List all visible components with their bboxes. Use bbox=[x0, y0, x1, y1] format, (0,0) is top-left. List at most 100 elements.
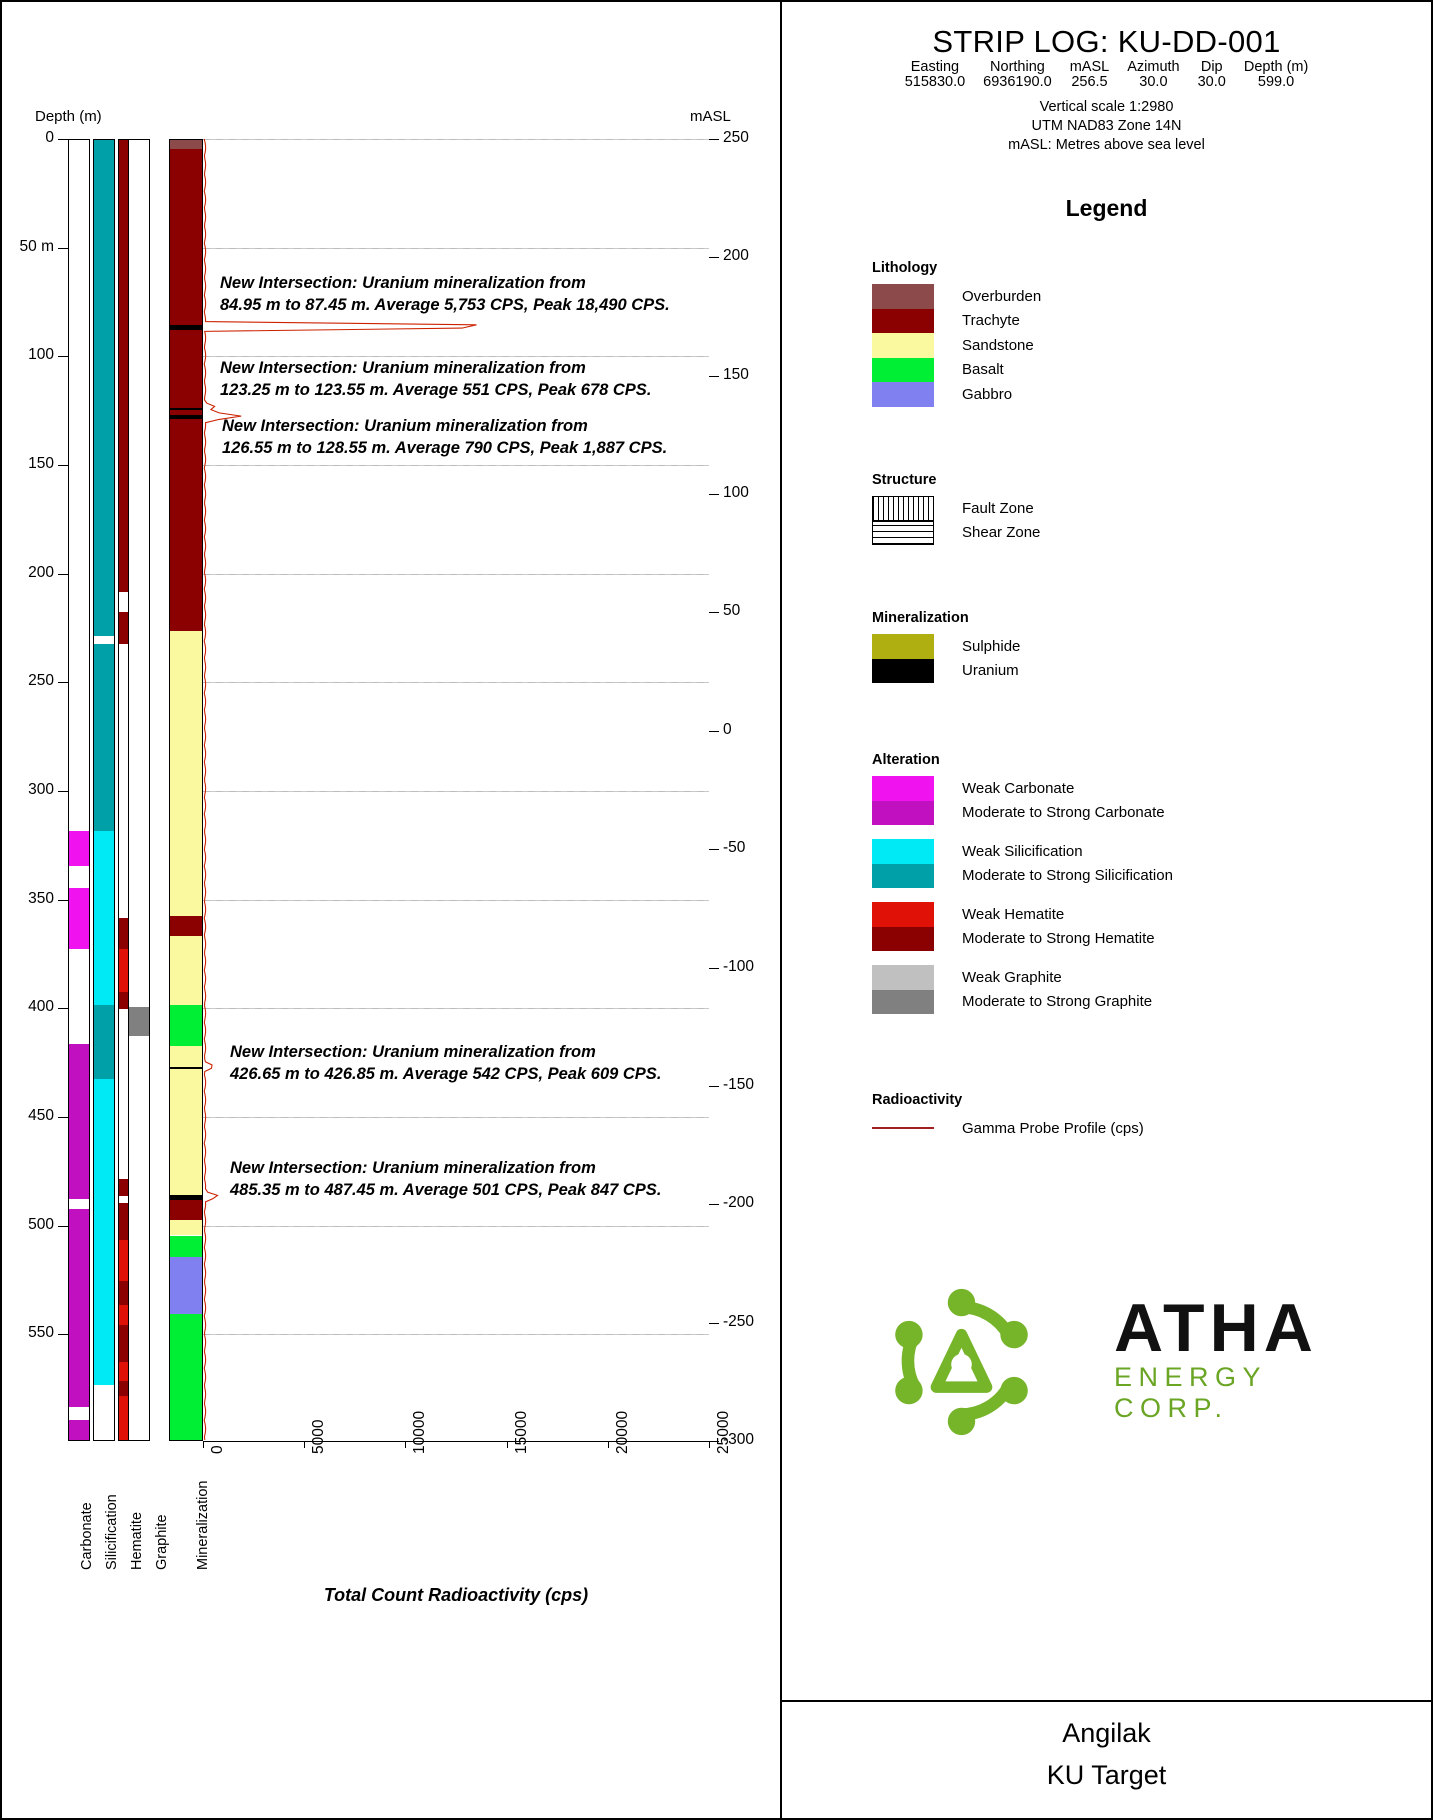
legend-item-gabbro[interactable]: Gabbro bbox=[872, 382, 1041, 407]
legend-item-basalt[interactable]: Basalt bbox=[872, 357, 1041, 382]
gridline bbox=[203, 1334, 709, 1336]
utm-note: UTM NAD83 Zone 14N bbox=[1031, 118, 1182, 134]
masl-tick-mark bbox=[709, 1085, 719, 1087]
column-header-carbonate: Carbonate bbox=[79, 1502, 95, 1570]
track-segment bbox=[94, 1079, 114, 1386]
legend-item-sandstone[interactable]: Sandstone bbox=[872, 333, 1041, 358]
masl-tick-label: -50 bbox=[723, 839, 746, 857]
legend-item-fault-zone[interactable]: Fault Zone bbox=[872, 496, 1040, 521]
track-silicification bbox=[93, 139, 115, 1441]
track-mineralization bbox=[169, 139, 203, 1441]
collar-label-0: Easting bbox=[910, 59, 960, 75]
gridline bbox=[203, 899, 709, 901]
gridline bbox=[203, 682, 709, 684]
legend-item-sulphide[interactable]: Sulphide bbox=[872, 634, 1020, 659]
masl-tick-label: -100 bbox=[723, 957, 755, 975]
gridline bbox=[203, 247, 709, 249]
masl-tick-mark bbox=[709, 139, 719, 140]
gridline bbox=[203, 356, 709, 358]
color-swatch-icon bbox=[872, 965, 934, 990]
legend-item-shear-zone[interactable]: Shear Zone bbox=[872, 520, 1040, 545]
masl-tick-mark bbox=[709, 375, 719, 377]
depth-tick-label: 400 bbox=[28, 998, 54, 1016]
track-segment bbox=[69, 1044, 89, 1199]
legend-group-heading: Structure bbox=[872, 472, 937, 488]
depth-tick-mark bbox=[58, 247, 68, 249]
color-swatch-icon bbox=[872, 308, 934, 333]
collar-value-5: 599.0 bbox=[1257, 74, 1295, 90]
color-swatch-icon bbox=[872, 926, 934, 951]
legend-item-overburden[interactable]: Overburden bbox=[872, 284, 1041, 309]
vertical-scale-note: Vertical scale 1:2980 bbox=[1039, 99, 1174, 115]
track-segment bbox=[170, 1313, 202, 1440]
uranium-mineralization-marker bbox=[170, 407, 202, 410]
legend-item-moderate-to-strong-graphite[interactable]: Moderate to Strong Graphite bbox=[872, 989, 1173, 1014]
annotation-line-2: 84.95 m to 87.45 m. Average 5,753 CPS, P… bbox=[220, 296, 670, 314]
gridline bbox=[203, 1117, 709, 1119]
masl-tick-label: 250 bbox=[723, 129, 749, 146]
gridline bbox=[203, 573, 709, 575]
x-tick-label: 5000 bbox=[310, 1419, 328, 1454]
depth-tick-label: 350 bbox=[28, 889, 54, 907]
x-tick-mark bbox=[607, 1441, 609, 1448]
track-segment bbox=[129, 1007, 149, 1036]
atha-logo-text: ATHA ENERGY CORP. bbox=[1114, 1294, 1374, 1424]
gamma-probe-profile bbox=[203, 138, 477, 1440]
depth-axis-label: Depth (m) bbox=[35, 108, 102, 125]
x-tick-label: 25000 bbox=[715, 1410, 732, 1454]
legend-item-label: Trachyte bbox=[962, 312, 1020, 330]
legend-item-moderate-to-strong-silicification[interactable]: Moderate to Strong Silicification bbox=[872, 863, 1173, 888]
shear-zone-pattern-icon bbox=[872, 520, 934, 545]
gridline bbox=[203, 139, 709, 140]
track-segment bbox=[170, 1046, 202, 1199]
gridline bbox=[203, 1008, 709, 1010]
depth-tick-label: 250 bbox=[28, 672, 54, 690]
masl-tick-mark bbox=[709, 494, 719, 496]
annotation-line-1: New Intersection: Uranium mineralization… bbox=[230, 1159, 596, 1177]
legend-item-weak-hematite[interactable]: Weak Hematite bbox=[872, 902, 1173, 927]
legend-item-label: Weak Hematite bbox=[962, 905, 1065, 923]
legend-item-uranium[interactable]: Uranium bbox=[872, 658, 1020, 683]
info-pane: STRIP LOG: KU-DD-001 Easting Northing mASL… bbox=[780, 2, 1431, 1818]
color-swatch-icon bbox=[872, 284, 934, 309]
depth-tick-label: 200 bbox=[28, 563, 54, 581]
legend-item-label: Weak Graphite bbox=[962, 968, 1062, 986]
legend-group-heading: Radioactivity bbox=[872, 1092, 963, 1108]
legend-item-trachyte[interactable]: Trachyte bbox=[872, 308, 1041, 333]
track-segment bbox=[94, 140, 114, 636]
collar-value-1: 6936190.0 bbox=[983, 74, 1052, 90]
depth-tick-label: 100 bbox=[28, 346, 54, 364]
legend-item-moderate-to-strong-carbonate[interactable]: Moderate to Strong Carbonate bbox=[872, 800, 1173, 825]
uranium-mineralization-marker bbox=[170, 1067, 202, 1070]
annotation-line-1: New Intersection: Uranium mineralization… bbox=[222, 417, 588, 435]
x-axis bbox=[203, 1441, 709, 1442]
fault-zone-pattern-icon bbox=[872, 496, 934, 521]
depth-tick-mark bbox=[58, 899, 68, 901]
target-name: KU Target bbox=[1046, 1760, 1167, 1790]
legend-item-moderate-to-strong-hematite[interactable]: Moderate to Strong Hematite bbox=[872, 926, 1173, 951]
legend-group-heading: Lithology bbox=[872, 260, 938, 276]
track-segment bbox=[170, 1005, 202, 1047]
annotation-line-1: New Intersection: Uranium mineralization… bbox=[220, 274, 586, 292]
legend-item-weak-graphite[interactable]: Weak Graphite bbox=[872, 965, 1173, 990]
collar-info-values: 515830.0 6936190.0 256.5 30.0 30.0 599.0 bbox=[896, 75, 1318, 90]
legend-item-weak-silicification[interactable]: Weak Silicification bbox=[872, 839, 1173, 864]
track-segment bbox=[170, 915, 202, 936]
legend-group-radioactivity: Radioactivity Gamma Probe Profile (cps) bbox=[872, 1092, 1144, 1141]
x-tick-mark bbox=[506, 1441, 508, 1448]
legend-item-weak-carbonate[interactable]: Weak Carbonate bbox=[872, 776, 1173, 801]
masl-tick-label: 100 bbox=[723, 484, 749, 502]
page-title: STRIP LOG: KU-DD-001 bbox=[932, 24, 1281, 59]
color-swatch-icon bbox=[872, 863, 934, 888]
intersection-annotation: New Intersection: Uranium mineralization… bbox=[230, 1041, 661, 1085]
x-tick-mark bbox=[203, 1441, 204, 1448]
color-swatch-icon bbox=[872, 357, 934, 382]
x-tick-label: 20000 bbox=[613, 1410, 631, 1454]
masl-tick-mark bbox=[709, 1204, 719, 1206]
legend-group-structure: Structure Fault Zone Shear Zone bbox=[872, 472, 1040, 545]
color-swatch-icon bbox=[872, 658, 934, 683]
depth-tick-label: 300 bbox=[28, 781, 54, 799]
gamma-line-icon bbox=[872, 1116, 934, 1141]
legend-item-gamma-probe-profile-cps-[interactable]: Gamma Probe Profile (cps) bbox=[872, 1116, 1144, 1141]
